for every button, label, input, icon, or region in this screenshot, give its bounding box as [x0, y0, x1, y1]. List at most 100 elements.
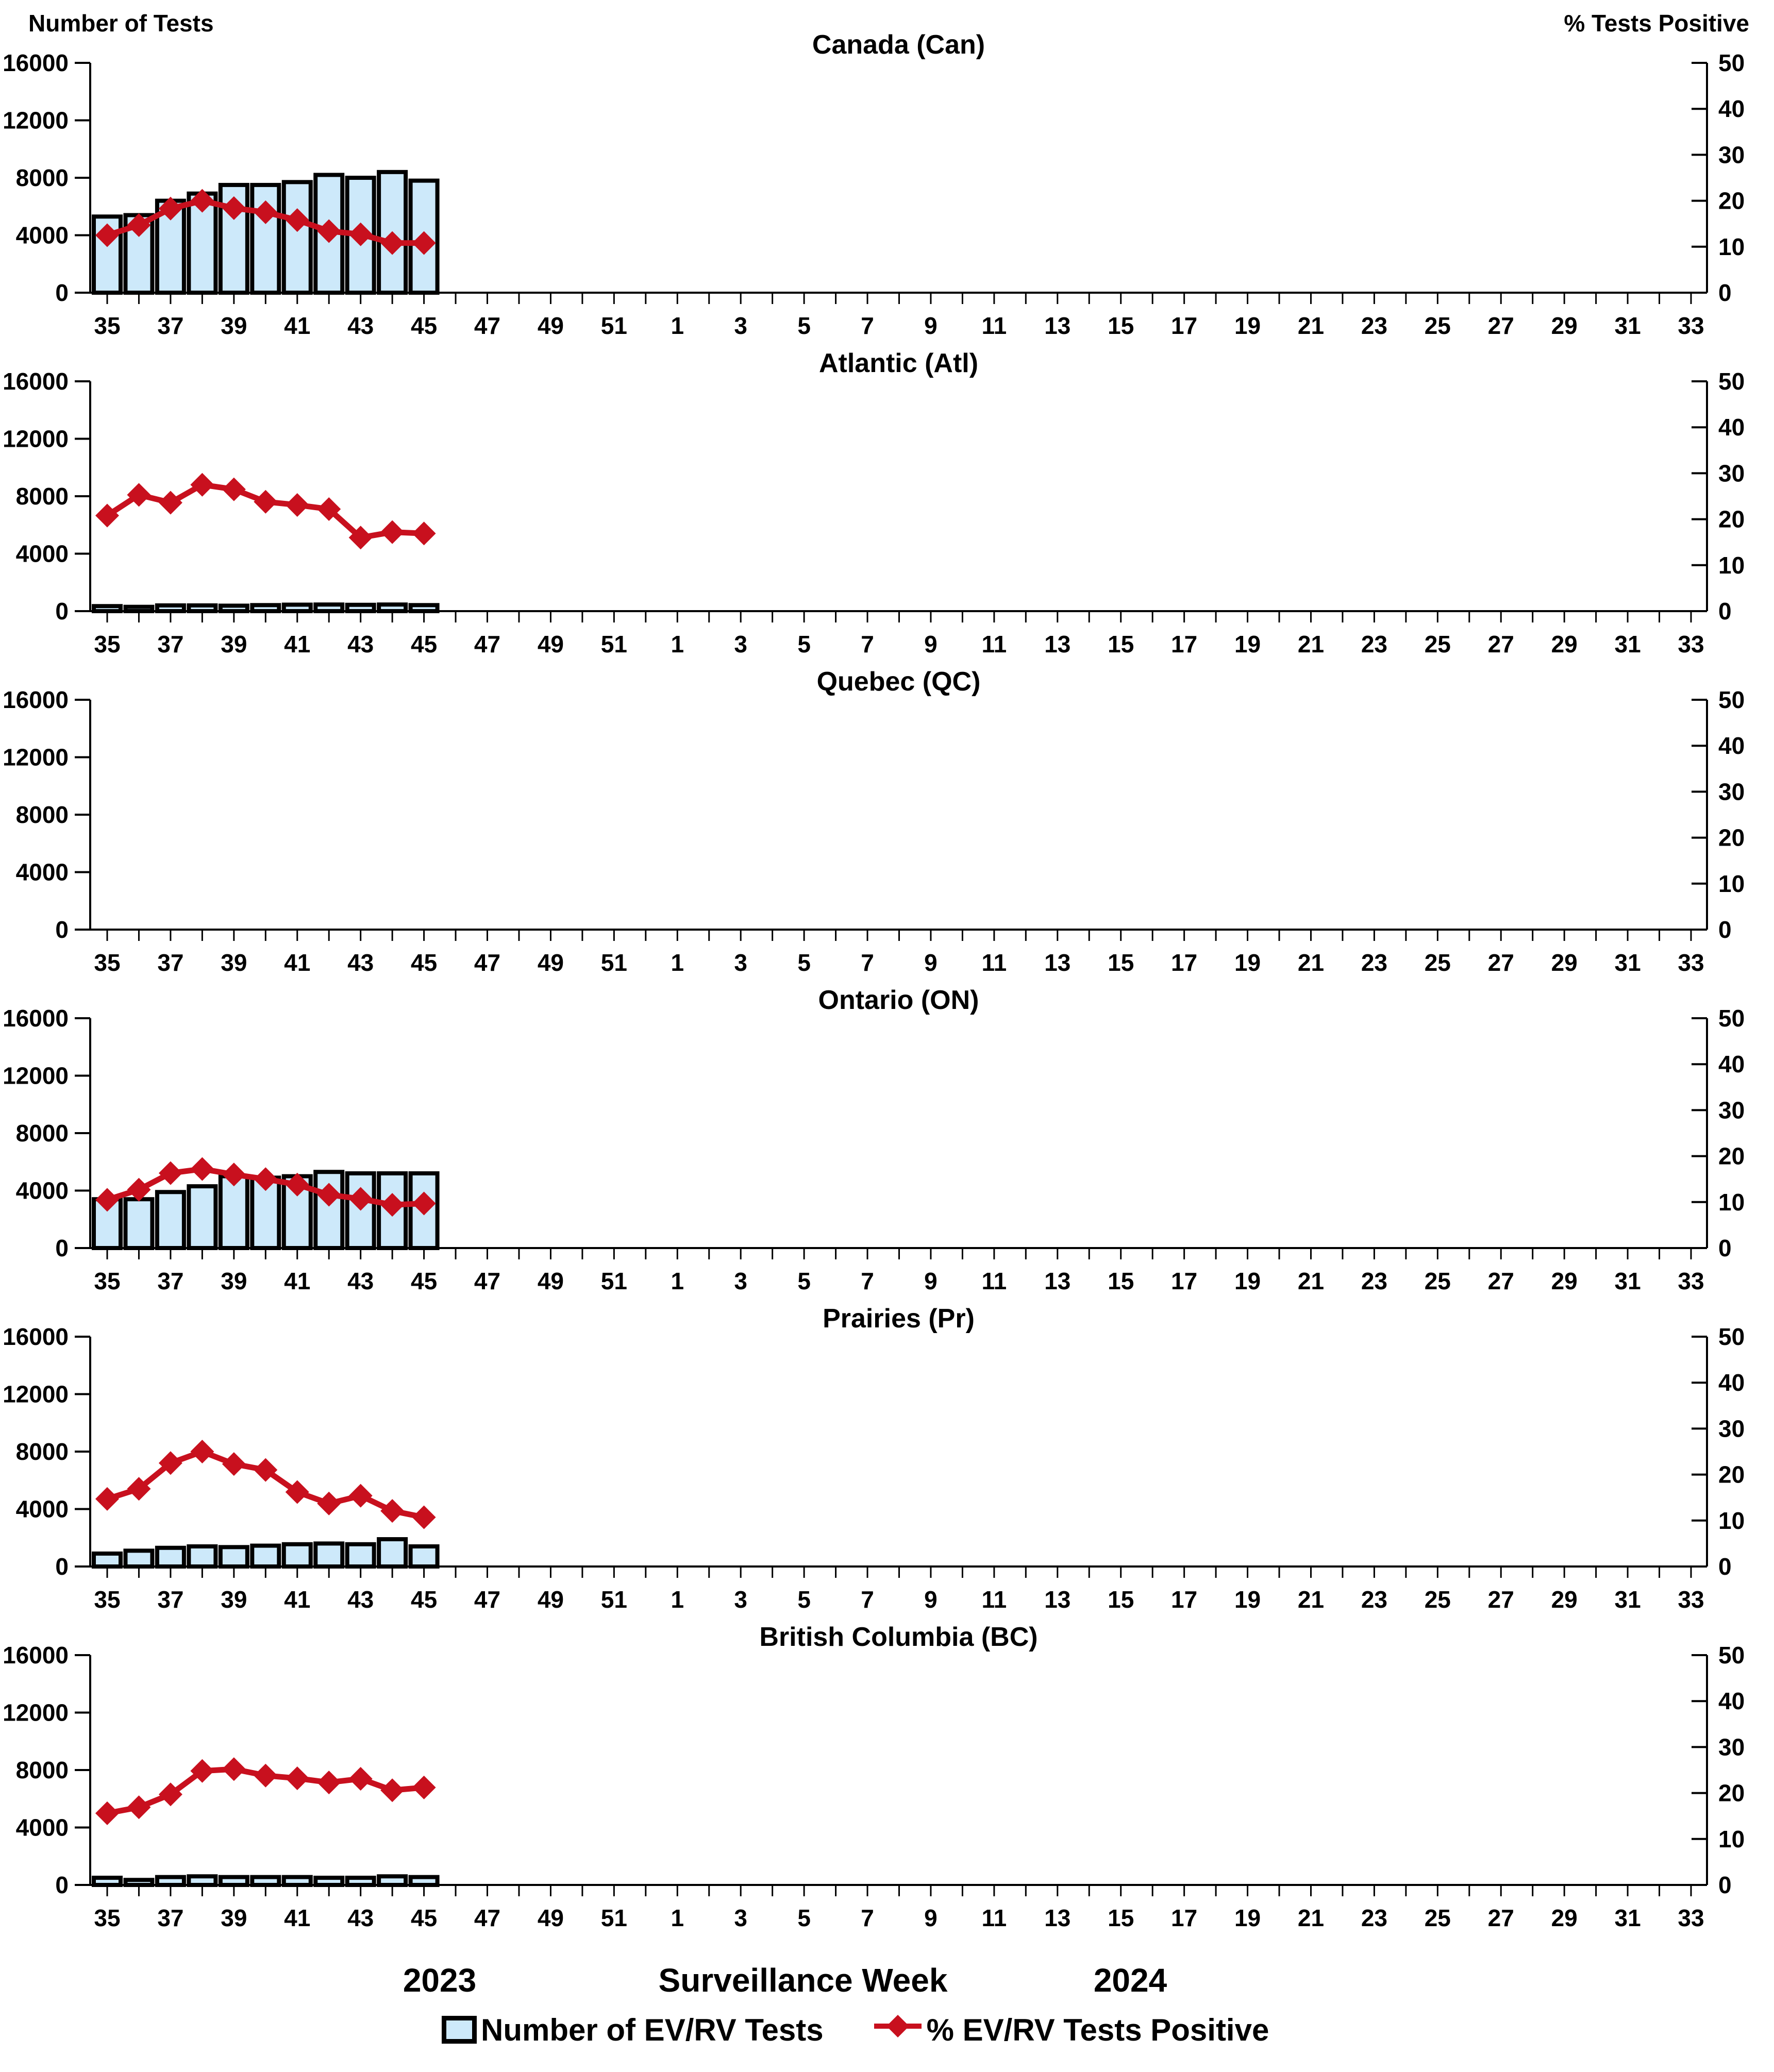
- y-axis-right: 0 10 20 30 40 50: [1692, 686, 1745, 943]
- svg-text:39: 39: [221, 1905, 247, 1931]
- svg-text:47: 47: [474, 949, 500, 976]
- svg-text:4000: 4000: [16, 859, 69, 886]
- year-label-2023: 2023: [403, 1962, 477, 1999]
- x-axis-ticks: [106, 930, 1692, 941]
- svg-text:16000: 16000: [3, 49, 69, 76]
- svg-text:20: 20: [1718, 824, 1745, 851]
- svg-text:30: 30: [1718, 1415, 1745, 1442]
- axis-frame: [89, 1337, 1708, 1568]
- panel-svg-ontario-on: Ontario (ON) 0 4000 8000 12000 16000 0 10 20 30 40…: [3, 985, 1745, 1294]
- svg-text:3: 3: [734, 1586, 747, 1613]
- svg-text:20: 20: [1718, 1143, 1745, 1170]
- svg-text:43: 43: [347, 631, 374, 658]
- svg-text:4000: 4000: [16, 1814, 69, 1841]
- svg-text:45: 45: [411, 1586, 437, 1613]
- svg-text:15: 15: [1108, 1905, 1134, 1931]
- svg-text:43: 43: [347, 1905, 374, 1931]
- svg-text:27: 27: [1488, 1905, 1514, 1931]
- svg-text:23: 23: [1361, 631, 1387, 658]
- svg-text:4000: 4000: [16, 1496, 69, 1523]
- x-axis-ticks: [106, 611, 1692, 622]
- year-label-2024: 2024: [1093, 1962, 1167, 1999]
- svg-text:0: 0: [55, 1872, 69, 1898]
- svg-text:29: 29: [1551, 312, 1578, 339]
- svg-text:35: 35: [94, 631, 120, 658]
- svg-text:1: 1: [671, 1268, 684, 1294]
- svg-text:31: 31: [1614, 631, 1641, 658]
- svg-text:10: 10: [1718, 1826, 1745, 1852]
- svg-text:45: 45: [411, 1268, 437, 1294]
- svg-text:0: 0: [55, 1553, 69, 1580]
- svg-text:3: 3: [734, 949, 747, 976]
- svg-text:31: 31: [1614, 1268, 1641, 1294]
- svg-text:47: 47: [474, 312, 500, 339]
- svg-text:43: 43: [347, 949, 374, 976]
- svg-text:7: 7: [861, 312, 874, 339]
- svg-text:17: 17: [1171, 631, 1197, 658]
- svg-text:41: 41: [284, 949, 310, 976]
- svg-text:13: 13: [1044, 1586, 1070, 1613]
- svg-text:5: 5: [797, 949, 811, 976]
- svg-text:37: 37: [157, 1905, 183, 1931]
- svg-text:29: 29: [1551, 1905, 1578, 1931]
- y-axis-left: 0 4000 8000 12000 16000: [3, 49, 90, 306]
- svg-text:51: 51: [601, 1586, 627, 1613]
- svg-text:17: 17: [1171, 1905, 1197, 1931]
- svg-text:12000: 12000: [3, 1381, 69, 1408]
- svg-text:30: 30: [1718, 1097, 1745, 1123]
- svg-text:0: 0: [1718, 1872, 1732, 1898]
- svg-text:11: 11: [982, 1586, 1007, 1613]
- panel-title: Canada (Can): [812, 30, 985, 60]
- svg-text:5: 5: [797, 1586, 811, 1613]
- svg-text:16000: 16000: [3, 1642, 69, 1669]
- svg-text:16000: 16000: [3, 1005, 69, 1032]
- svg-text:37: 37: [157, 312, 183, 339]
- svg-text:47: 47: [474, 1586, 500, 1613]
- svg-text:16000: 16000: [3, 686, 69, 713]
- svg-text:15: 15: [1108, 949, 1134, 976]
- svg-text:13: 13: [1044, 631, 1070, 658]
- x-axis-labels: 35 37 39 41 43 45 47 49 51 1 3 5 7 9 11 13 15 17 19 21 23 25 2…: [94, 949, 1704, 976]
- panel-title: Ontario (ON): [818, 985, 979, 1015]
- svg-text:4000: 4000: [16, 541, 69, 567]
- svg-text:13: 13: [1044, 1905, 1070, 1931]
- svg-text:41: 41: [284, 312, 310, 339]
- right-axis-title: % Tests Positive: [1564, 10, 1749, 37]
- x-axis-labels: 35 37 39 41 43 45 47 49 51 1 3 5 7 9 11 13 15 17 19 21 23 25 2…: [94, 631, 1704, 658]
- line-percent-positive: [95, 1440, 436, 1529]
- svg-text:50: 50: [1718, 368, 1745, 395]
- svg-text:19: 19: [1234, 949, 1261, 976]
- svg-text:27: 27: [1488, 631, 1514, 658]
- svg-text:19: 19: [1234, 1586, 1261, 1613]
- svg-text:23: 23: [1361, 1905, 1387, 1931]
- svg-text:8000: 8000: [16, 1438, 69, 1465]
- panel-title: Quebec (QC): [817, 667, 981, 697]
- svg-text:12000: 12000: [3, 107, 69, 134]
- svg-text:20: 20: [1718, 1780, 1745, 1807]
- svg-text:25: 25: [1425, 631, 1451, 658]
- svg-text:11: 11: [982, 312, 1007, 339]
- y-axis-right: 0 10 20 30 40 50: [1692, 1005, 1745, 1261]
- svg-text:11: 11: [982, 949, 1007, 976]
- svg-text:37: 37: [157, 1268, 183, 1294]
- svg-text:8000: 8000: [16, 801, 69, 828]
- svg-text:1: 1: [671, 312, 684, 339]
- svg-text:35: 35: [94, 312, 120, 339]
- x-axis-labels: 35 37 39 41 43 45 47 49 51 1 3 5 7 9 11 13 15 17 19 21 23 25 2…: [94, 1905, 1704, 1931]
- svg-text:25: 25: [1425, 1905, 1451, 1931]
- panel-atlantic-atl: Atlantic (Atl) 0 4000 8000 12000 16000 0 10 20 30…: [0, 348, 1774, 667]
- svg-text:13: 13: [1044, 1268, 1070, 1294]
- svg-text:31: 31: [1614, 949, 1641, 976]
- svg-text:47: 47: [474, 1268, 500, 1294]
- svg-text:30: 30: [1718, 460, 1745, 486]
- svg-text:10: 10: [1718, 870, 1745, 897]
- x-axis-ticks: [106, 1248, 1692, 1259]
- svg-text:8000: 8000: [16, 1120, 69, 1147]
- svg-text:50: 50: [1718, 686, 1745, 713]
- panel-svg-quebec-qc: Quebec (QC) 0 4000 8000 12000 16000 0 10 20 30 40 5…: [3, 667, 1745, 976]
- svg-text:13: 13: [1044, 949, 1070, 976]
- svg-text:37: 37: [157, 949, 183, 976]
- svg-text:3: 3: [734, 1905, 747, 1931]
- legend-line-label: % EV/RV Tests Positive: [926, 2012, 1269, 2047]
- svg-text:27: 27: [1488, 1586, 1514, 1613]
